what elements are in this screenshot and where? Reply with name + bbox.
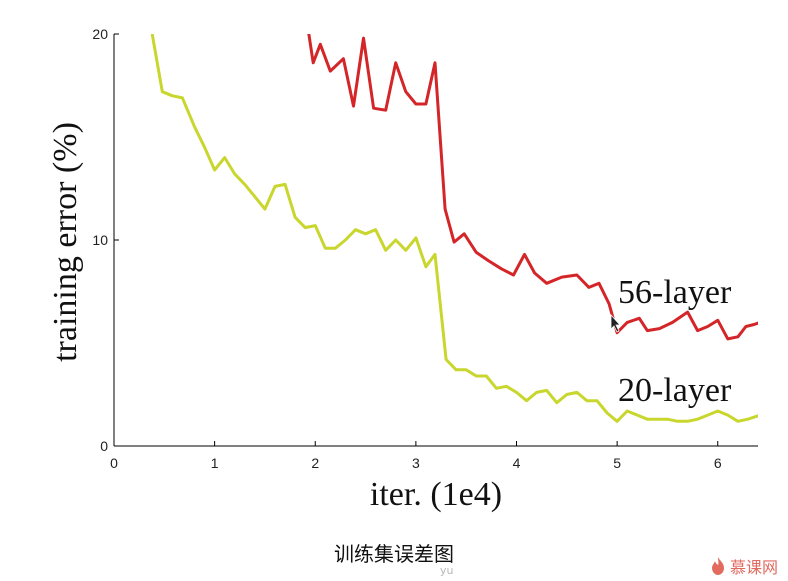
- watermark-text: yu: [440, 564, 454, 577]
- mouse-cursor-icon: [610, 313, 621, 333]
- y-ticks: 0 10 20: [92, 26, 119, 454]
- site-logo: 慕课网: [710, 554, 778, 578]
- x-axis-label: iter. (1e4): [370, 476, 502, 513]
- y-axis-label: training error (%): [47, 122, 84, 362]
- annotation-20-layer: 20-layer: [618, 372, 732, 409]
- chart-caption: 训练集误差图: [334, 542, 454, 566]
- x-tick-label: 1: [211, 455, 219, 471]
- y-tick-label: 0: [100, 438, 108, 454]
- logo-text: 慕课网: [729, 558, 778, 577]
- flame-icon: [711, 557, 724, 575]
- x-tick-label: 3: [412, 455, 420, 471]
- x-tick-label: 2: [311, 455, 319, 471]
- x-ticks: 0 1 2 3 4 5 6: [110, 441, 722, 471]
- series-line-20-layer: [150, 34, 758, 423]
- y-tick-label: 10: [92, 232, 108, 248]
- x-tick-label: 0: [110, 455, 118, 471]
- x-tick-label: 5: [613, 455, 621, 471]
- y-tick-label: 20: [92, 26, 108, 42]
- series-line-56-layer: [307, 34, 758, 341]
- x-tick-label: 4: [513, 455, 521, 471]
- series-lines: [150, 34, 758, 423]
- x-tick-label: 6: [714, 455, 722, 471]
- annotation-56-layer: 56-layer: [618, 274, 732, 311]
